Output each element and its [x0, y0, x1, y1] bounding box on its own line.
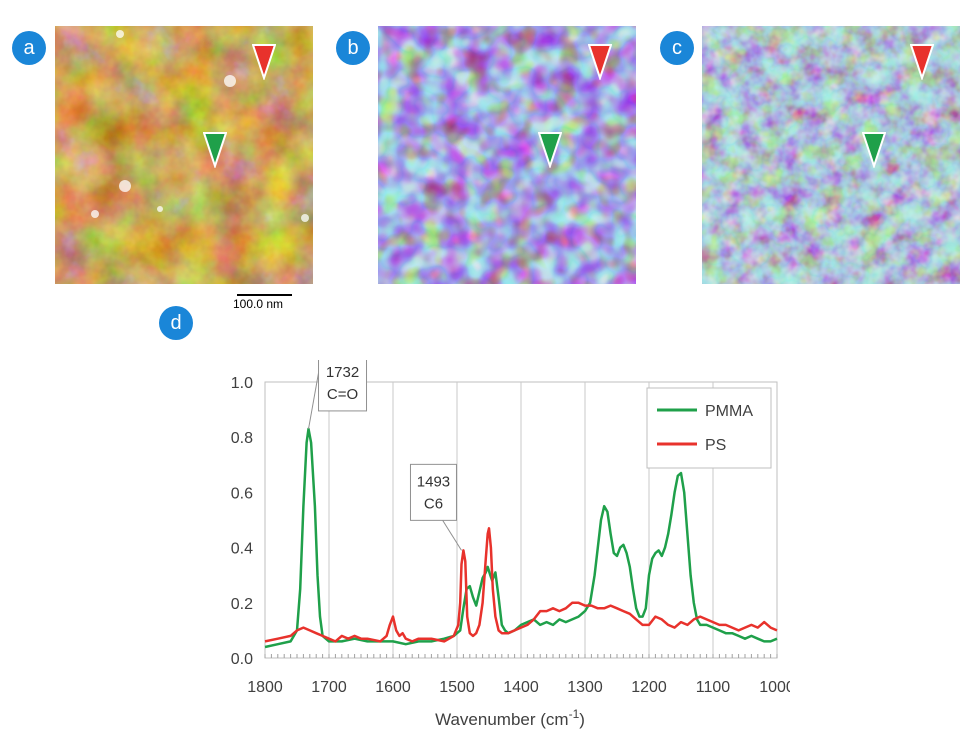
- ir-map-c: [702, 26, 960, 284]
- annotation-assignment: C=O: [327, 386, 358, 403]
- green-marker-icon: [203, 132, 227, 168]
- ir-map-b: [378, 26, 636, 284]
- peak-annotation: 1732 C=O: [308, 360, 368, 430]
- y-tick-label: 0.6: [231, 485, 253, 502]
- peak-annotation: 1493 C6: [409, 463, 462, 551]
- panel-label-c: c: [660, 31, 694, 65]
- panel-label-b: b: [336, 31, 370, 65]
- scale-bar-label: 100.0 nm: [233, 297, 284, 311]
- legend-label: PS: [705, 437, 726, 454]
- green-marker-icon: [862, 132, 886, 168]
- annotation-wavenumber: 1732: [326, 364, 359, 381]
- red-marker-icon: [252, 44, 276, 80]
- scale-bar: [237, 294, 292, 296]
- x-tick-label: 1100: [696, 679, 731, 696]
- panel-label-a: a: [12, 31, 46, 65]
- panel-label-d: d: [159, 306, 193, 340]
- x-tick-label: 1400: [503, 679, 539, 696]
- afm-height-map: [55, 26, 313, 284]
- y-tick-label: 0.0: [231, 651, 253, 668]
- legend: [646, 387, 772, 469]
- red-marker-icon: [588, 44, 612, 80]
- y-tick-label: 0.4: [231, 541, 253, 558]
- series-line-ps: [264, 527, 778, 643]
- y-tick-label: 1.0: [231, 375, 253, 392]
- x-tick-label: 1300: [567, 679, 603, 696]
- annotation-assignment: C6: [424, 495, 443, 512]
- green-marker-icon: [538, 132, 562, 168]
- x-tick-label: 1200: [631, 679, 667, 696]
- legend-label: PMMA: [705, 403, 753, 420]
- red-marker-icon: [910, 44, 934, 80]
- x-tick-label: 1500: [439, 679, 475, 696]
- y-tick-label: 0.2: [231, 596, 253, 613]
- series-line-pmma: [264, 427, 778, 649]
- x-axis-label: Wavenumber (cm-1): [435, 707, 585, 729]
- x-tick-label: 1700: [311, 679, 347, 696]
- annotation-wavenumber: 1493: [417, 473, 450, 490]
- x-tick-label: 1800: [247, 679, 283, 696]
- x-tick-label: 1600: [375, 679, 411, 696]
- y-tick-label: 0.8: [231, 430, 253, 447]
